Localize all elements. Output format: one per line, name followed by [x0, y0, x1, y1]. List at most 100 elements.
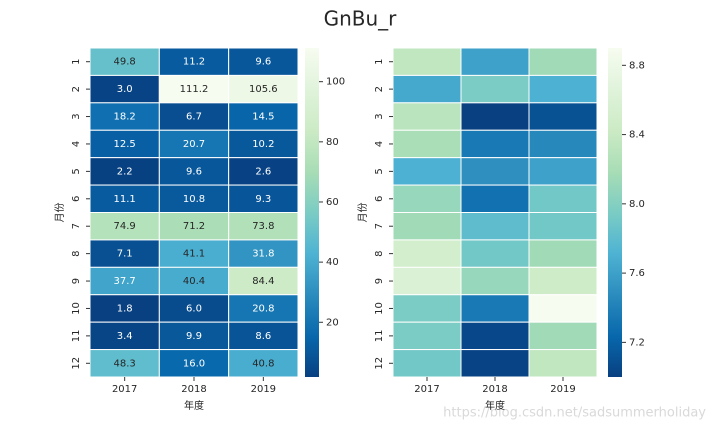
y-tick-label: 11 — [71, 330, 82, 343]
cell-label: 48.3 — [114, 358, 136, 369]
cell-label: 3.4 — [117, 331, 133, 342]
cell-label: 9.6 — [186, 166, 202, 177]
cell-label: 111.2 — [180, 84, 209, 95]
colorbar-tick-label: 40 — [326, 257, 339, 268]
heatmap-cell — [228, 349, 299, 378]
heatmap-cell — [392, 266, 462, 296]
heatmap-cell — [528, 129, 598, 159]
heatmap-cell — [460, 266, 530, 296]
heatmap-cell — [460, 102, 530, 131]
cell-label: 9.9 — [186, 331, 202, 342]
x-tick-label: 2019 — [251, 384, 276, 395]
cell-label: 20.7 — [183, 139, 205, 150]
cell-label: 2.2 — [117, 166, 133, 177]
y-tick-label: 3 — [374, 113, 385, 119]
cell-label: 14.5 — [252, 112, 274, 123]
y-tick-label: 9 — [374, 278, 385, 284]
heatmap-cell — [392, 74, 462, 104]
cell-label: 105.6 — [249, 84, 278, 95]
heatmap-cell — [89, 239, 160, 268]
cell-label: 10.2 — [252, 139, 274, 150]
heatmap-cell — [228, 266, 299, 296]
heatmap-cell — [392, 294, 462, 323]
heatmap-cell — [460, 212, 530, 241]
cell-label: 71.2 — [183, 221, 205, 232]
heatmap-cell — [392, 321, 462, 351]
heatmap-cell — [89, 129, 160, 159]
heatmap-cell — [460, 47, 530, 76]
heatmap-cell — [528, 266, 598, 296]
y-tick-label: 2 — [71, 86, 82, 92]
colorbar-tick-label: 80 — [326, 137, 339, 148]
y-tick-label: 2 — [374, 86, 385, 92]
cell-label: 9.3 — [255, 194, 271, 205]
heatmap-cell — [392, 47, 462, 76]
heatmap-cell — [158, 184, 230, 213]
heatmap-cell — [528, 157, 598, 186]
heatmap-cell — [228, 74, 299, 104]
x-tick-label: 2018 — [482, 384, 507, 395]
y-tick-label: 12 — [71, 357, 82, 370]
y-tick-label: 7 — [71, 223, 82, 229]
cell-label: 11.1 — [114, 194, 136, 205]
heatmap-cell — [228, 294, 299, 323]
cell-label: 6.0 — [186, 303, 202, 314]
y-tick-label: 11 — [374, 330, 385, 343]
figure-title: GnBu_r — [324, 7, 398, 31]
colorbar-tick-label: 20 — [326, 317, 339, 328]
heatmap-cell — [392, 184, 462, 213]
cell-label: 16.0 — [183, 358, 205, 369]
y-tick-label: 4 — [71, 141, 82, 147]
watermark: https://blog.csdn.net/sadsummerholiday — [443, 406, 706, 421]
heatmap-cell — [89, 294, 160, 323]
y-tick-label: 1 — [71, 59, 82, 65]
heatmap-cell — [158, 212, 230, 241]
colorbar-tick-label: 60 — [326, 197, 339, 208]
colorbar-tick-label: 100 — [326, 77, 345, 88]
cell-label: 74.9 — [114, 221, 136, 232]
heatmap-cell — [228, 129, 299, 159]
cell-label: 49.8 — [114, 57, 136, 68]
x-axis-label: 年度 — [485, 399, 505, 412]
y-axis-label: 月份 — [357, 203, 369, 223]
heatmap-cell — [228, 212, 299, 241]
heatmap-cell — [528, 74, 598, 104]
heatmap-cell — [460, 349, 530, 378]
heatmap-cell — [460, 294, 530, 323]
heatmap-cell — [460, 321, 530, 351]
cell-label: 7.1 — [117, 249, 133, 260]
cell-label: 84.4 — [252, 276, 274, 287]
colorbar — [305, 48, 319, 377]
heatmap-cell — [460, 74, 530, 104]
heatmap-cell — [392, 349, 462, 378]
cell-label: 41.1 — [183, 249, 205, 260]
heatmap-cell — [228, 321, 299, 351]
heatmap-cell — [158, 157, 230, 186]
heatmap-cell — [528, 47, 598, 76]
heatmap-cell — [528, 184, 598, 213]
colorbar-tick-label: 7.2 — [629, 337, 645, 348]
y-tick-label: 9 — [71, 278, 82, 284]
heatmap-cell — [392, 212, 462, 241]
y-tick-label: 5 — [374, 168, 385, 174]
cell-label: 40.4 — [183, 276, 205, 287]
y-tick-label: 4 — [374, 141, 385, 147]
cell-label: 12.5 — [114, 139, 136, 150]
heatmap-cell — [528, 321, 598, 351]
y-tick-label: 6 — [71, 196, 82, 202]
heatmap-cell — [89, 321, 160, 351]
heatmap-cell — [528, 102, 598, 131]
heatmap-cell — [460, 157, 530, 186]
heatmap-cell — [460, 184, 530, 213]
y-axis-label: 月份 — [54, 203, 66, 223]
y-tick-label: 7 — [374, 223, 385, 229]
cell-label: 37.7 — [114, 276, 136, 287]
cell-label: 20.8 — [252, 303, 274, 314]
cell-label: 6.7 — [186, 112, 202, 123]
y-tick-label: 6 — [374, 196, 385, 202]
colorbar-tick-label: 8.0 — [629, 199, 645, 210]
y-tick-label: 3 — [71, 113, 82, 119]
y-tick-label: 10 — [71, 302, 82, 315]
heatmap-cell — [460, 239, 530, 268]
